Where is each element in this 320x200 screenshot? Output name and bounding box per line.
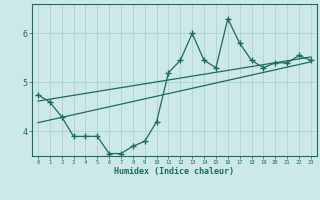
- X-axis label: Humidex (Indice chaleur): Humidex (Indice chaleur): [115, 167, 234, 176]
